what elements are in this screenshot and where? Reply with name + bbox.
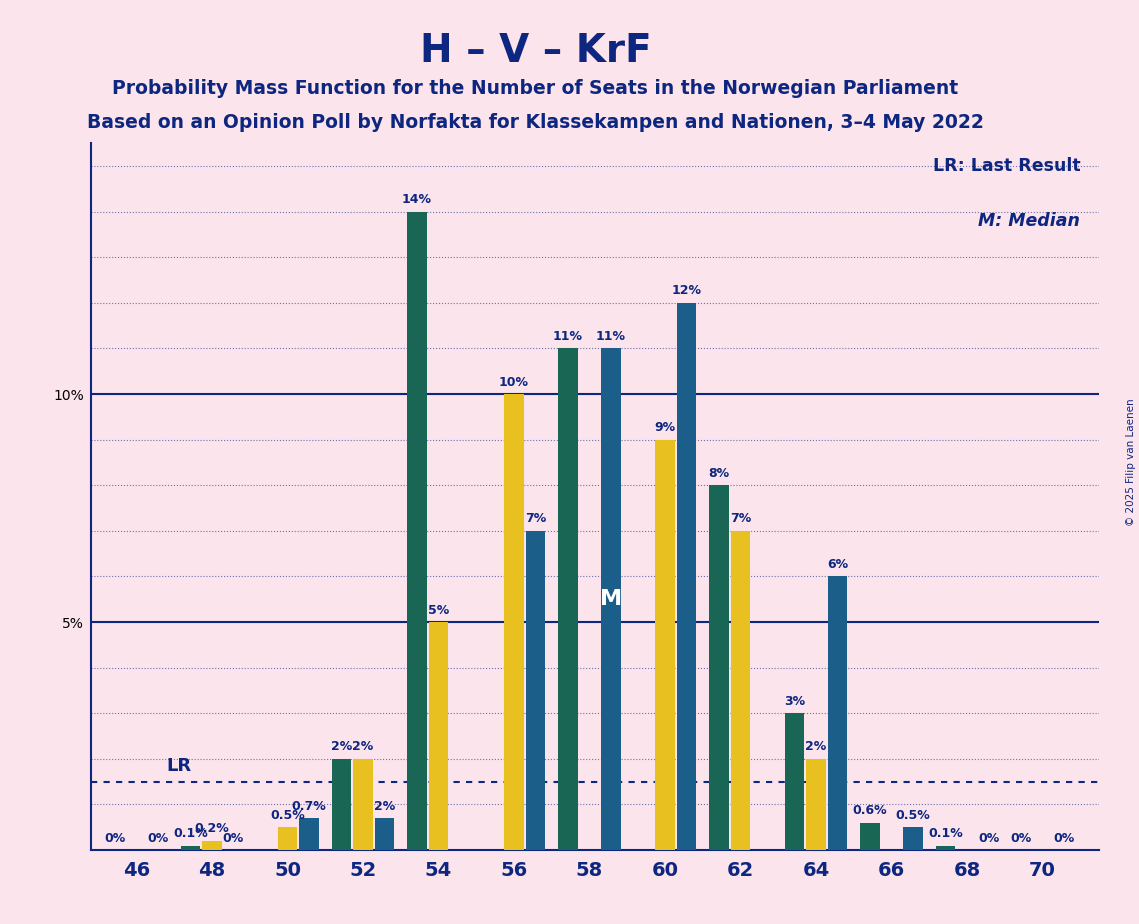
Text: 2%: 2%	[805, 740, 827, 753]
Text: LR: Last Result: LR: Last Result	[933, 157, 1080, 175]
Text: 10%: 10%	[499, 375, 528, 389]
Text: 0%: 0%	[1054, 832, 1075, 845]
Bar	[202, 841, 222, 850]
Bar	[181, 845, 200, 850]
Bar	[903, 827, 923, 850]
Bar	[601, 348, 621, 850]
Text: 11%: 11%	[552, 330, 583, 343]
Text: 7%: 7%	[525, 513, 546, 526]
Text: 7%: 7%	[730, 513, 751, 526]
Text: 0.1%: 0.1%	[928, 827, 962, 840]
Text: 0%: 0%	[223, 832, 244, 845]
Text: 0.5%: 0.5%	[895, 808, 931, 821]
Bar	[710, 485, 729, 850]
Text: Based on an Opinion Poll by Norfakta for Klassekampen and Nationen, 3–4 May 2022: Based on an Opinion Poll by Norfakta for…	[87, 113, 984, 132]
Text: 0%: 0%	[1010, 832, 1032, 845]
Text: 0.2%: 0.2%	[195, 822, 229, 835]
Bar	[375, 818, 394, 850]
Text: 2%: 2%	[352, 740, 374, 753]
Bar	[505, 394, 524, 850]
Bar	[526, 531, 546, 850]
Text: Probability Mass Function for the Number of Seats in the Norwegian Parliament: Probability Mass Function for the Number…	[113, 79, 958, 98]
Bar	[860, 822, 879, 850]
Bar	[407, 212, 427, 850]
Bar	[353, 759, 372, 850]
Text: M: Median: M: Median	[978, 212, 1080, 230]
Text: 0%: 0%	[147, 832, 169, 845]
Text: 12%: 12%	[672, 285, 702, 298]
Text: 0.6%: 0.6%	[853, 804, 887, 817]
Text: 3%: 3%	[784, 695, 805, 708]
Bar	[806, 759, 826, 850]
Text: 6%: 6%	[827, 558, 849, 571]
Text: © 2025 Filip van Laenen: © 2025 Filip van Laenen	[1126, 398, 1136, 526]
Bar	[278, 827, 297, 850]
Bar	[331, 759, 351, 850]
Text: 0.5%: 0.5%	[270, 808, 305, 821]
Text: 9%: 9%	[655, 421, 675, 434]
Text: 5%: 5%	[428, 603, 449, 616]
Bar	[935, 845, 956, 850]
Text: M: M	[600, 590, 622, 609]
Text: 0.7%: 0.7%	[292, 799, 327, 813]
Text: 0%: 0%	[978, 832, 999, 845]
Bar	[785, 713, 804, 850]
Bar	[730, 531, 751, 850]
Text: 8%: 8%	[708, 467, 729, 480]
Text: 2%: 2%	[330, 740, 352, 753]
Bar	[677, 303, 696, 850]
Bar	[428, 622, 449, 850]
Text: 2%: 2%	[374, 799, 395, 813]
Bar	[655, 440, 674, 850]
Text: 0%: 0%	[105, 832, 125, 845]
Bar	[828, 577, 847, 850]
Bar	[558, 348, 577, 850]
Text: H – V – KrF: H – V – KrF	[419, 32, 652, 70]
Text: LR: LR	[166, 757, 191, 775]
Text: 14%: 14%	[402, 193, 432, 206]
Bar	[300, 818, 319, 850]
Text: 11%: 11%	[596, 330, 626, 343]
Text: 0.1%: 0.1%	[173, 827, 207, 840]
